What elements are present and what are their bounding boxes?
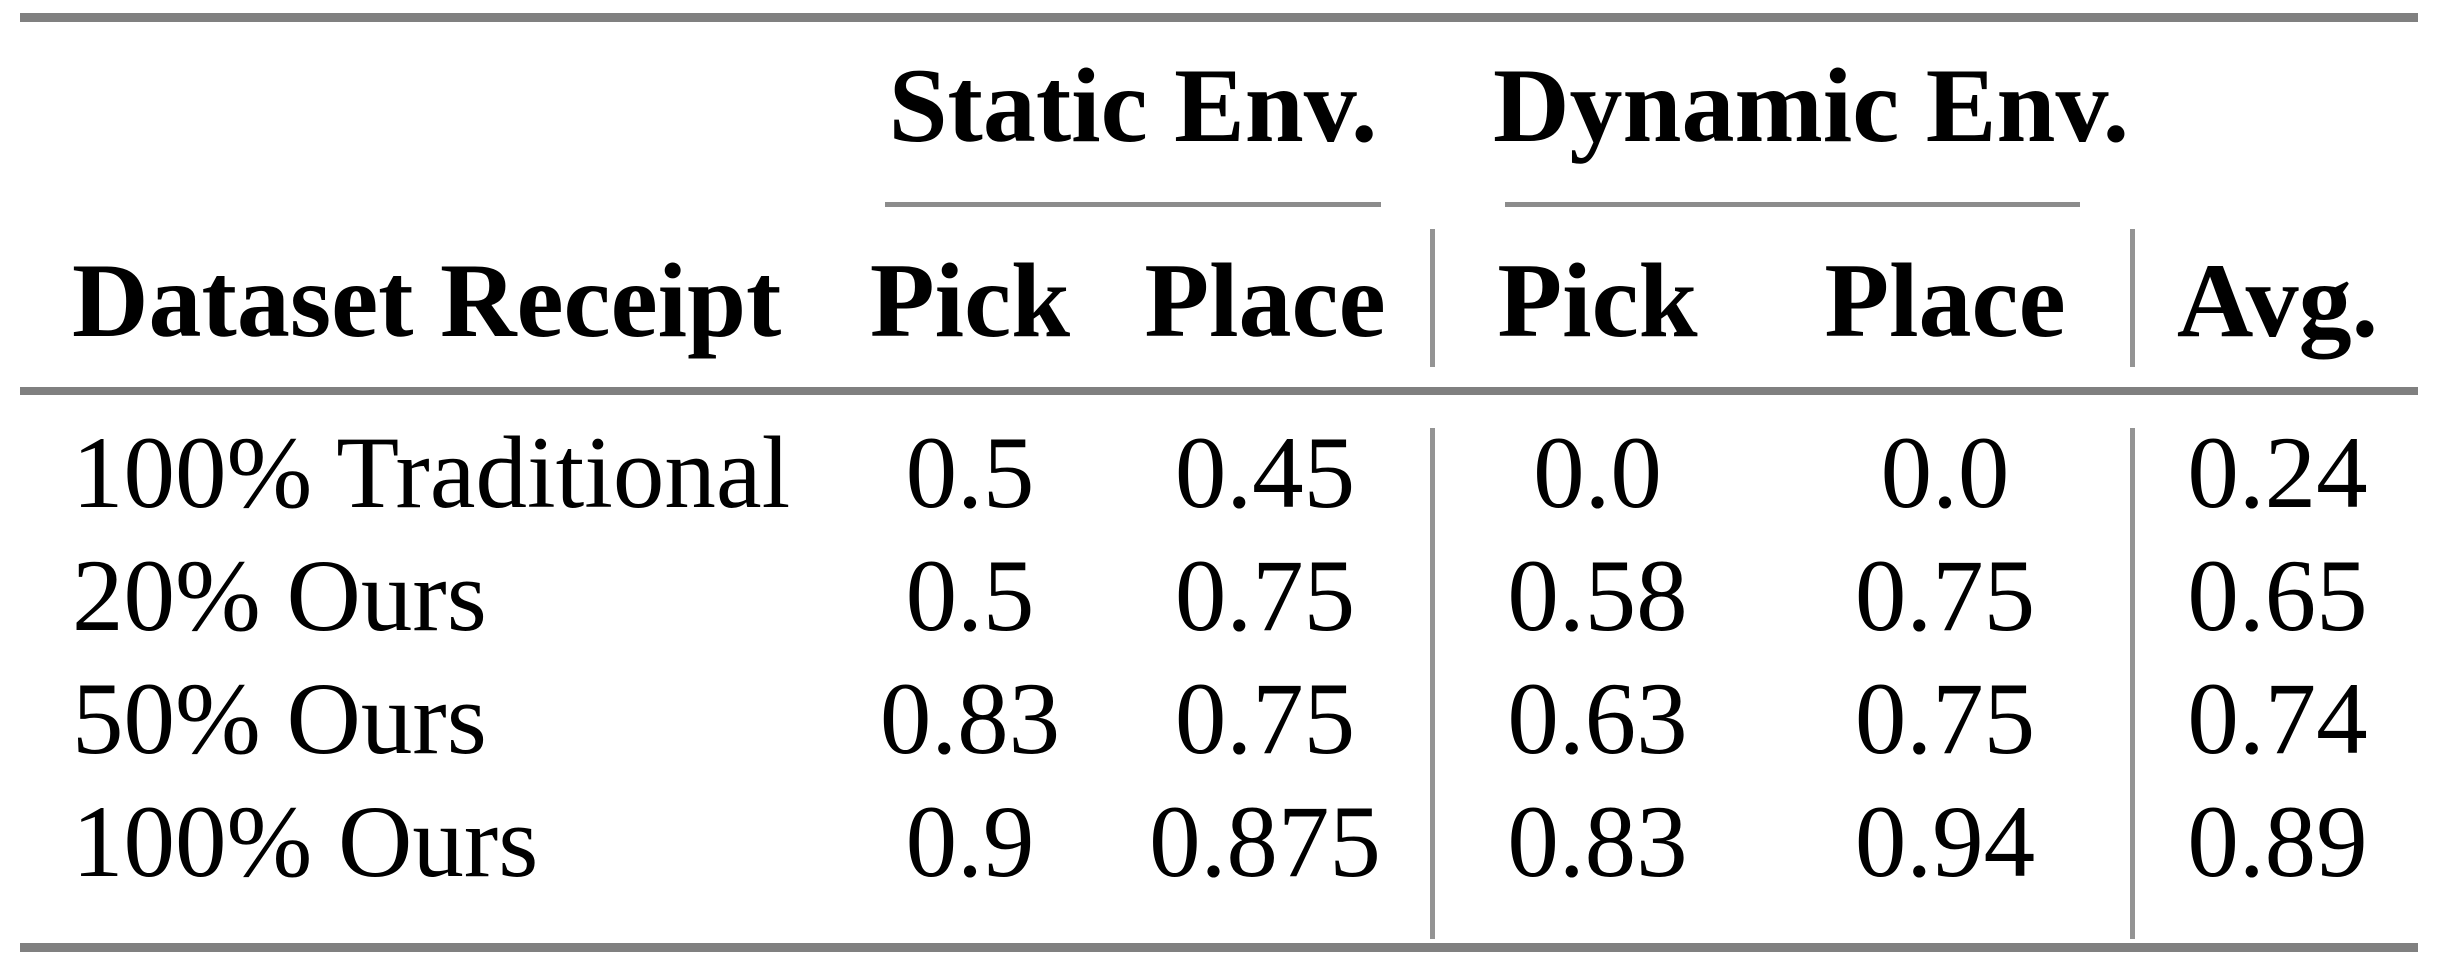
static-env-underline-rule (885, 202, 1381, 207)
value-dynamic-pick: 0.63 (1507, 662, 1688, 776)
column-header-static-pick: Pick (869, 242, 1071, 359)
value-avg: 0.74 (2187, 662, 2368, 776)
value-static-pick: 0.9 (905, 785, 1035, 899)
value-static-place: 0.75 (1174, 539, 1356, 653)
value-static-place: 0.875 (1149, 785, 1381, 899)
vertical-rule-static-dynamic-upper (1430, 229, 1435, 367)
column-header-row: Dataset Receipt Pick Place Pick Place Av… (0, 235, 2440, 367)
value-static-place: 0.45 (1174, 416, 1356, 530)
table-row: 100% Traditional 0.5 0.45 0.0 0.0 0.24 (0, 412, 2440, 535)
value-avg: 0.89 (2187, 785, 2368, 899)
value-dynamic-place: 0.75 (1854, 662, 2036, 776)
value-avg: 0.24 (2187, 416, 2368, 530)
table-row: 20% Ours 0.5 0.75 0.58 0.75 0.65 (0, 535, 2440, 658)
value-static-place: 0.75 (1174, 662, 1356, 776)
value-dynamic-place: 0.75 (1854, 539, 2036, 653)
value-dynamic-pick: 0.0 (1533, 416, 1662, 530)
vertical-rule-dynamic-avg-lower (2130, 428, 2135, 939)
row-label: 100% Traditional (72, 416, 791, 530)
value-dynamic-pick: 0.58 (1507, 539, 1688, 653)
column-header-dynamic-pick: Pick (1497, 242, 1698, 359)
column-group-static-env: Static Env. (888, 47, 1378, 164)
top-rule (20, 13, 2418, 22)
vertical-rule-dynamic-avg-upper (2130, 229, 2135, 367)
column-header-dynamic-place: Place (1824, 242, 2066, 359)
value-dynamic-place: 0.94 (1854, 785, 2036, 899)
table-row: 50% Ours 0.83 0.75 0.63 0.75 0.74 (0, 658, 2440, 781)
column-header-avg: Avg. (2176, 242, 2379, 359)
column-group-dynamic-env: Dynamic Env. (1493, 47, 2130, 164)
vertical-rule-static-dynamic-lower (1430, 428, 1435, 939)
dynamic-env-underline-rule (1505, 202, 2080, 207)
row-label: 100% Ours (72, 785, 539, 899)
bottom-rule (20, 943, 2418, 952)
row-label: 20% Ours (72, 539, 487, 653)
column-header-static-place: Place (1144, 242, 1386, 359)
value-dynamic-place: 0.0 (1880, 416, 2010, 530)
value-dynamic-pick: 0.83 (1507, 785, 1688, 899)
value-avg: 0.65 (2187, 539, 2368, 653)
table-row: 100% Ours 0.9 0.875 0.83 0.94 0.89 (0, 781, 2440, 904)
value-static-pick: 0.5 (905, 539, 1035, 653)
column-header-dataset-receipt: Dataset Receipt (72, 242, 782, 359)
row-label: 50% Ours (72, 662, 487, 776)
value-static-pick: 0.5 (905, 416, 1035, 530)
header-separator-rule (20, 387, 2418, 395)
value-static-pick: 0.83 (879, 662, 1061, 776)
